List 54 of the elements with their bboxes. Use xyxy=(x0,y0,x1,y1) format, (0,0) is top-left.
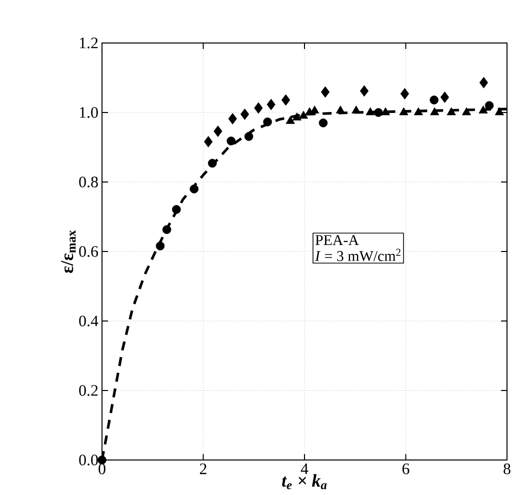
point xyxy=(484,101,494,110)
point xyxy=(156,242,165,250)
point xyxy=(244,132,254,141)
point xyxy=(228,113,237,124)
point xyxy=(320,86,330,98)
point xyxy=(446,107,456,116)
x-tick-label: 6 xyxy=(402,464,410,474)
point xyxy=(336,106,345,114)
point xyxy=(414,107,423,116)
annotation: PEA-A xyxy=(315,235,359,245)
point xyxy=(214,126,222,137)
point xyxy=(263,117,272,126)
point xyxy=(204,136,213,148)
point xyxy=(380,107,390,116)
y-axis-title: ε/ε$_{max}$ xyxy=(61,230,76,273)
point xyxy=(98,456,106,464)
point xyxy=(298,110,308,119)
point xyxy=(430,96,438,104)
y-tick-label: 0.4 xyxy=(79,316,98,326)
x-axis-title: t$_{e}$ × k$_{a}$ xyxy=(282,474,327,490)
point xyxy=(399,107,408,116)
y-tick-label: 0.0 xyxy=(79,454,98,466)
point xyxy=(162,225,172,234)
point xyxy=(462,107,472,116)
annotation: I = 3 mW/cm$^{2}$ xyxy=(314,248,400,262)
y-tick-label: 0.8 xyxy=(79,176,98,188)
point xyxy=(286,116,295,124)
point xyxy=(360,85,369,97)
y-tick-label: 1.0 xyxy=(80,107,98,118)
point xyxy=(226,136,236,146)
point xyxy=(479,76,488,88)
point xyxy=(478,106,488,114)
x-tick-label: 2 xyxy=(200,464,206,474)
y-tick-label: 1.2 xyxy=(80,38,98,48)
point xyxy=(374,108,383,117)
point xyxy=(266,98,276,110)
point xyxy=(190,184,199,194)
x-tick-label: 8 xyxy=(504,464,510,474)
y-tick-label: 0.2 xyxy=(79,385,98,396)
point xyxy=(281,94,290,106)
point xyxy=(430,107,440,116)
point xyxy=(172,205,181,214)
point xyxy=(318,118,328,128)
x-tick-label: 0 xyxy=(98,464,106,474)
y-tick-label: 0.6 xyxy=(79,246,98,257)
point xyxy=(440,92,450,103)
point xyxy=(208,158,217,168)
point xyxy=(240,108,250,120)
point xyxy=(254,102,263,114)
point xyxy=(400,88,410,100)
x-tick-label: 4 xyxy=(300,464,308,474)
point xyxy=(292,112,302,120)
point xyxy=(494,107,504,116)
point xyxy=(366,107,375,116)
